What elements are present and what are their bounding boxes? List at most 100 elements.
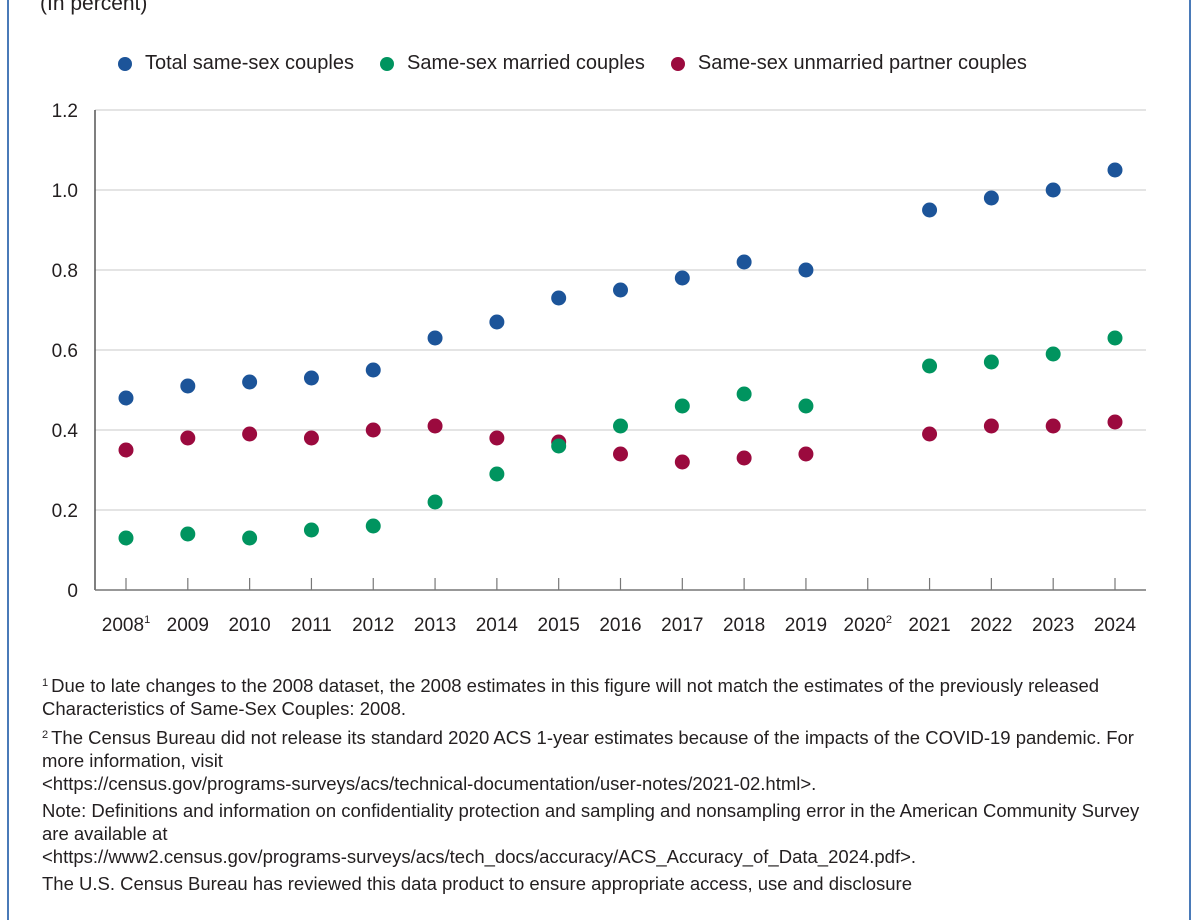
- data-point: [427, 418, 443, 434]
- data-point: [118, 530, 134, 546]
- data-point: [798, 398, 814, 414]
- data-point: [303, 370, 319, 386]
- data-point: [118, 390, 134, 406]
- x-tick-label: 2012: [352, 615, 394, 636]
- y-tick-label: 0.8: [52, 261, 78, 282]
- data-point: [798, 446, 814, 462]
- data-point: [674, 270, 690, 286]
- y-tick-label: 0.2: [52, 501, 78, 522]
- x-tick-label: 2016: [599, 615, 641, 636]
- data-point: [365, 518, 381, 534]
- data-point: [242, 374, 258, 390]
- x-tick-label: 20081: [102, 614, 150, 636]
- data-point: [613, 418, 628, 434]
- data-point: [1045, 418, 1061, 434]
- data-point: [489, 466, 505, 482]
- data-point: [983, 418, 999, 434]
- legend-marker-married: [379, 56, 394, 71]
- data-point: [489, 314, 505, 330]
- data-point: [118, 442, 134, 458]
- data-point: [674, 398, 690, 414]
- x-tick-label: 2011: [291, 615, 332, 636]
- data-point: [613, 282, 628, 298]
- footnote-2-text: The Census Bureau did not release its st…: [42, 727, 1134, 771]
- data-point: [922, 426, 938, 442]
- legend-label-total: Total same-sex couples: [145, 52, 354, 74]
- y-tick-label: 1.2: [52, 101, 78, 122]
- footnote-1: 1 Due to late changes to the 2008 dataset…: [42, 672, 1162, 720]
- data-point: [798, 262, 814, 278]
- x-tick-label: 2017: [661, 615, 703, 636]
- data-point: [427, 330, 443, 346]
- disclosure-note: The U.S. Census Bureau has reviewed this…: [42, 872, 1162, 895]
- data-point: [736, 450, 752, 466]
- data-point: [551, 290, 567, 306]
- footnote-1-marker: 1: [42, 677, 49, 689]
- data-point: [303, 430, 319, 446]
- data-point: [674, 454, 690, 470]
- footnote-2-link[interactable]: <https://census.gov/programs-surveys/acs…: [42, 773, 817, 794]
- legend-marker-unmarried: [670, 56, 685, 71]
- data-point: [736, 386, 752, 402]
- x-tick-label: 2009: [167, 615, 209, 636]
- footnote-1-text: Due to late changes to the 2008 dataset,…: [42, 675, 1100, 719]
- data-point: [736, 254, 752, 270]
- footnotes: 1 Due to late changes to the 2008 dataset…: [42, 672, 1162, 899]
- chart-legend: Total same-sex couples Same-sex married …: [118, 52, 1053, 75]
- footnote-2-marker: 2: [42, 729, 49, 741]
- x-tick-label: 2010: [228, 615, 270, 636]
- data-point: [922, 358, 938, 374]
- chart-subtitle: (In percent): [40, 0, 148, 15]
- x-tick-label: 2022: [970, 615, 1012, 636]
- data-point: [1107, 330, 1123, 346]
- y-axis: 0 0.2 0.4 0.6 0.8 1.0 1.2: [52, 101, 96, 602]
- x-tick-label: 2023: [1032, 615, 1074, 636]
- data-point: [180, 430, 196, 446]
- data-point: [427, 494, 443, 510]
- legend-label-married: Same-sex married couples: [406, 52, 645, 74]
- source-note: Note: Definitions and information on con…: [42, 799, 1162, 868]
- data-point: [180, 378, 196, 394]
- data-point: [303, 522, 319, 538]
- x-tick-label: 2018: [723, 615, 765, 636]
- data-point: [1107, 414, 1123, 430]
- data-point: [922, 202, 938, 218]
- legend-item-unmarried: Same-sex unmarried partner couples: [670, 52, 1027, 75]
- x-tick-label: 20202: [844, 614, 892, 636]
- x-tick-label: 2014: [476, 615, 519, 636]
- x-tick-label: 2021: [908, 615, 950, 636]
- y-tick-label: 1.0: [52, 181, 78, 202]
- series-same-sex-married-couples: [118, 330, 1123, 546]
- data-point: [365, 422, 381, 438]
- series-total-same-sex-couples: [118, 162, 1123, 406]
- legend-marker-total: [118, 56, 132, 71]
- x-axis: 20081 2009 2010 2011 2012 2013 2014 2015 2016 201…: [95, 578, 1146, 636]
- x-tick-label: 2019: [785, 615, 827, 636]
- data-points: [118, 162, 1123, 546]
- scatter-chart: 0 0.2 0.4 0.6 0.8 1.0 1.2 20081 2009 2010 2011 201…: [52, 101, 1146, 636]
- data-point: [242, 530, 258, 546]
- footnote-2: 2 The Census Bureau did not release its s…: [42, 724, 1162, 795]
- legend-label-unmarried: Same-sex unmarried partner couples: [697, 52, 1027, 74]
- x-tick-label: 2024: [1094, 615, 1137, 636]
- data-point: [489, 430, 505, 446]
- data-point: [242, 426, 258, 442]
- y-tick-label: 0.4: [52, 421, 79, 442]
- figure-frame: [7, 0, 1191, 920]
- data-point: [551, 438, 567, 454]
- data-point: [983, 354, 999, 370]
- data-point: [1045, 182, 1061, 198]
- x-tick-label: 2013: [414, 615, 456, 636]
- data-point: [1107, 162, 1123, 178]
- legend-item-married: Same-sex married couples: [379, 52, 645, 75]
- disclosure-note-text: The U.S. Census Bureau has reviewed this…: [42, 873, 912, 894]
- data-point: [1045, 346, 1061, 362]
- y-tick-label: 0: [67, 581, 78, 602]
- y-tick-label: 0.6: [52, 341, 78, 362]
- data-point: [180, 526, 196, 542]
- data-point: [365, 362, 381, 378]
- data-point: [613, 446, 628, 462]
- data-point: [983, 190, 999, 206]
- x-tick-label: 2015: [538, 615, 580, 636]
- source-note-link[interactable]: <https://www2.census.gov/programs-survey…: [42, 846, 917, 867]
